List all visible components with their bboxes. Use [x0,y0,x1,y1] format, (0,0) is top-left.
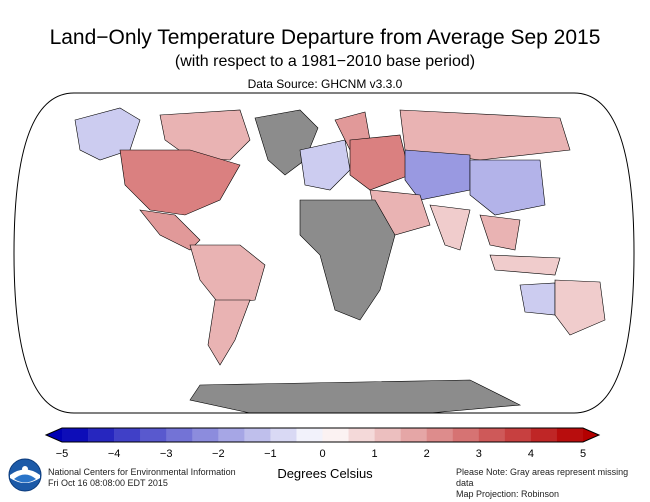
region-indonesia [489,254,561,276]
region-central-asia [404,149,471,201]
legend-tick-label: 5 [579,448,587,460]
region-south-america-north- [189,244,266,306]
region-antarctica [189,379,522,413]
region-europe-west- [299,139,351,191]
legend-tick-label: −2 [212,448,225,460]
legend-swatch [140,428,167,442]
missing-data-note: Please Note: Gray areas represent missin… [456,467,629,488]
legend-swatch [530,428,558,442]
legend-swatch [426,428,454,442]
region-western-australia [519,282,556,316]
region-eastern-europe [349,134,411,191]
legend-units: Degrees Celsius [277,466,373,481]
legend-swatch [556,428,584,442]
legend-high-arrow [583,428,599,442]
legend-tick-label: −3 [159,448,173,460]
legend-tick-label: 1 [371,448,378,460]
legend-tick-label: 0 [319,448,326,460]
org-name: National Centers for Environmental Infor… [48,467,236,477]
legend-swatch [504,428,532,442]
legend-swatch [400,428,427,442]
legend-tick-label: 3 [475,448,482,460]
noaa-logo [8,458,42,492]
legend-swatch [114,428,141,442]
legend-swatch [478,428,506,442]
legend-swatch [218,428,245,442]
region-eastern-canada [159,109,251,161]
projection-note: Map Projection: Robinson [456,489,560,499]
region-siberia [399,109,571,161]
legend-swatch [88,428,115,442]
legend-swatch [374,428,401,442]
legend-swatch [270,428,297,442]
legend-swatch [296,428,323,442]
region-india [429,204,471,251]
legend-swatch [244,428,271,442]
region-china [469,159,546,216]
legend-swatch [192,428,219,442]
legend-swatch [322,428,349,442]
legend-tick-label: 4 [527,448,534,460]
region-africa [299,199,396,321]
region-southeast-asia [479,214,521,251]
world-map [13,92,635,414]
legend-tick-label: −1 [264,448,277,460]
map-title: Land−Only Temperature Departure from Ave… [49,26,601,49]
region-australia [554,279,606,336]
legend-border [44,427,601,443]
legend-swatch [452,428,480,442]
legend-swatch [166,428,193,442]
legend-tick-label: −5 [55,448,69,460]
legend-low-arrow [46,428,62,442]
data-source: Data Source: GHCNM v3.3.0 [247,77,403,91]
generated-timestamp: Fri Oct 16 08:08:00 EDT 2015 [48,478,168,488]
legend-swatch [62,428,89,442]
map-subtitle: (with respect to a 1981−2010 base period… [174,53,476,70]
legend-tick-label: 2 [423,448,430,460]
legend-tick-label: −4 [107,448,121,460]
legend-swatch [348,428,375,442]
footer-note: Please Note: Gray areas represent missin… [456,467,636,500]
footer-org: National Centers for Environmental Infor… [48,467,236,489]
region-north-america [119,149,241,216]
map-border [13,92,635,414]
region-south-america-south- [207,299,251,366]
